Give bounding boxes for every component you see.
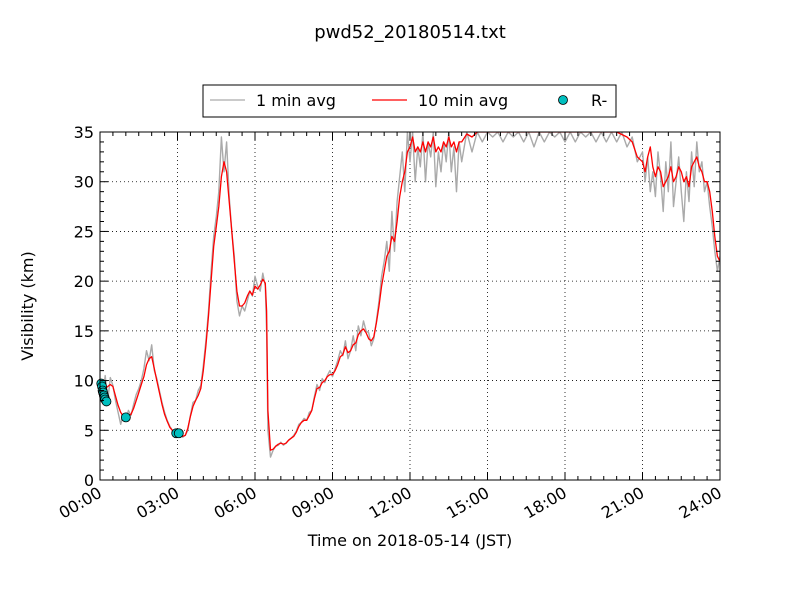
- y-axis-label: Visibility (km): [18, 251, 37, 360]
- legend-label-rain: R-: [591, 91, 607, 110]
- series-line-10min-avg: [100, 132, 720, 451]
- x-axis-label: Time on 2018-05-14 (JST): [307, 531, 512, 550]
- y-tick-label: 25: [74, 222, 94, 241]
- y-tick-label: 10: [74, 372, 94, 391]
- y-tick-label: 15: [74, 322, 94, 341]
- y-tick-label: 5: [84, 421, 94, 440]
- axis-ticks: [99, 131, 721, 481]
- legend: 1 min avg 10 min avg R-: [202, 84, 617, 118]
- chart-title: pwd52_20180514.txt: [314, 22, 506, 43]
- legend-label-1min: 1 min avg: [256, 91, 336, 110]
- y-tick-label: 35: [74, 123, 94, 142]
- grid: [100, 132, 720, 480]
- legend-marker-rain: [558, 95, 568, 105]
- y-tick-labels: 0 5 10 15 20 25 30 35: [74, 123, 94, 490]
- y-tick-label: 30: [74, 173, 94, 192]
- legend-frame: [202, 84, 617, 118]
- y-tick-label: 0: [84, 471, 94, 490]
- rain-point: [173, 428, 184, 439]
- rain-point: [101, 396, 112, 407]
- legend-label-10min: 10 min avg: [418, 91, 508, 110]
- y-tick-label: 20: [74, 272, 94, 291]
- rain-point: [120, 412, 131, 423]
